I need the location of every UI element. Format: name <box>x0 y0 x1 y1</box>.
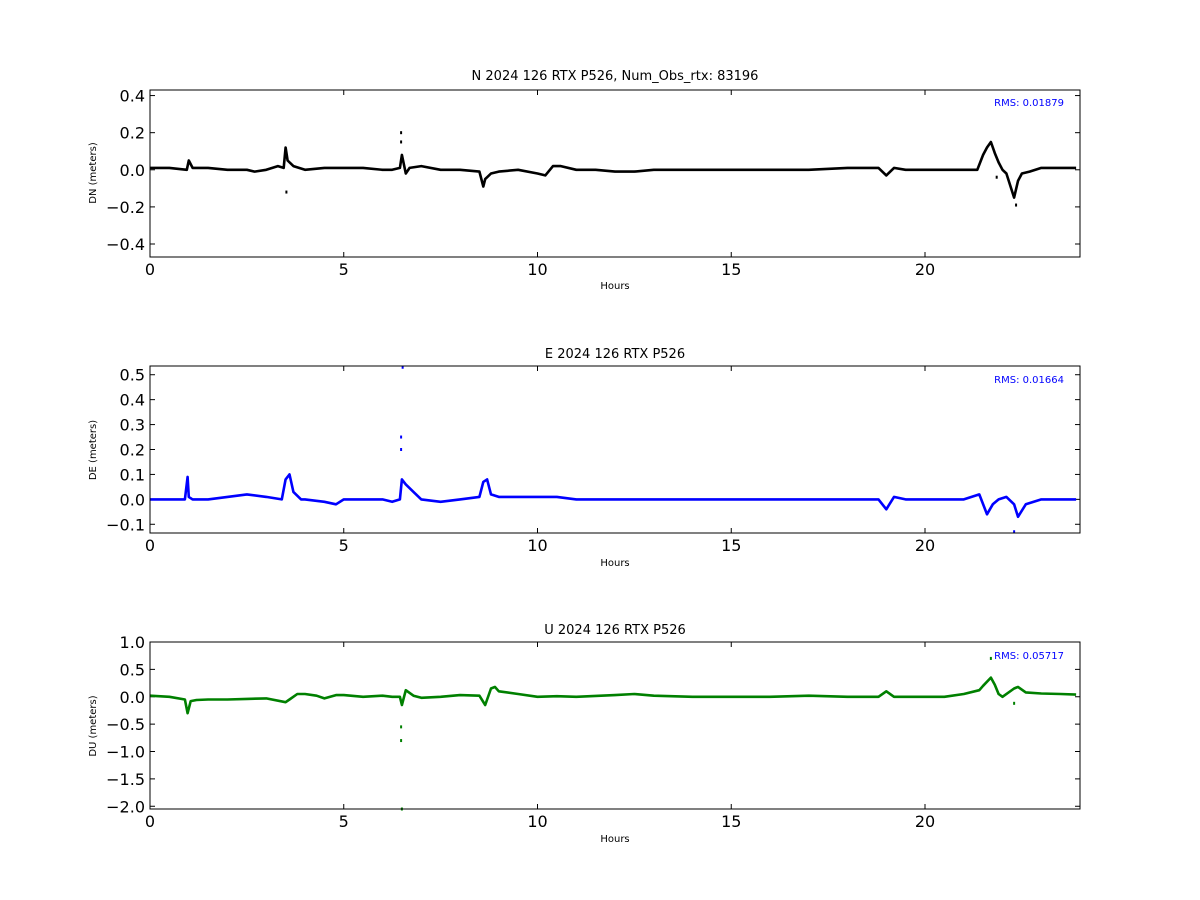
panel-north-xtick-label: 5 <box>339 260 349 279</box>
panel-east-xlabel: Hours <box>600 558 629 569</box>
panel-north-frame <box>149 89 1081 258</box>
panel-up-xtick-label: 20 <box>915 812 935 831</box>
panel-up-xtick-label: 0 <box>145 812 155 831</box>
panel-east-xtick-label: 15 <box>721 536 741 555</box>
panel-east-xtick-label: 0 <box>145 536 155 555</box>
panel-up-rms-label: RMS: 0.05717 <box>994 651 1064 662</box>
panel-north-ylabel: DN (meters) <box>88 142 99 204</box>
panel-up-xtick-label: 15 <box>721 812 741 831</box>
panel-up-xtick-label: 10 <box>527 812 547 831</box>
panel-east-series-line <box>150 473 1077 519</box>
panel-east-frame <box>149 365 1081 534</box>
panel-east-ytick-label: −0.1 <box>106 515 145 534</box>
panel-east-xtick-label: 5 <box>339 536 349 555</box>
panel-north-ticks: 0 5 10 15 20 −0.4 −0.2 0.0 0.2 0.4 <box>106 87 1080 279</box>
panel-up-ytick-label: 0.0 <box>120 688 145 707</box>
panel-north-xtick-label: 20 <box>915 260 935 279</box>
panel-east-outlier-point <box>400 448 403 451</box>
panel-up-title: U 2024 126 RTX P526 <box>544 623 686 638</box>
panel-up-xtick-label: 5 <box>339 812 349 831</box>
panel-east-rms-label: RMS: 0.01664 <box>994 375 1064 386</box>
panel-east-outlier-point <box>1013 530 1016 534</box>
panel-up-ytick-label: −1.5 <box>106 770 145 789</box>
panel-north-xtick-label: 10 <box>527 260 547 279</box>
panel-north-xlabel: Hours <box>600 281 629 292</box>
panel-up-ticks: 0 5 10 15 20 −2.0 −1.5 −1.0 −0.5 0.0 0.5 1.0 <box>106 633 1080 831</box>
panel-up-ytick-label: 0.5 <box>120 660 145 679</box>
panel-north: N 2024 126 RTX P526, Num_Obs_rtx: 83196 … <box>88 69 1081 292</box>
panel-up-outlier-point <box>400 725 403 729</box>
panel-east-xtick-label: 20 <box>915 536 935 555</box>
panel-north-outlier-point <box>995 175 998 179</box>
panel-east-outlier-point <box>401 365 404 369</box>
panel-east-ticks: 0 5 10 15 20 −0.1 0.0 0.1 0.2 0.3 0.4 0.5 <box>106 366 1080 555</box>
panel-east-series <box>150 365 1077 534</box>
panel-east-ytick-label: 0.0 <box>120 490 145 509</box>
panel-north-title: N 2024 126 RTX P526, Num_Obs_rtx: 83196 <box>472 69 759 84</box>
panel-up-outlier-point <box>989 656 992 660</box>
panel-east-ytick-label: 0.5 <box>120 366 145 385</box>
panel-north-ytick-label: −0.2 <box>106 198 145 217</box>
panel-east-outlier-point <box>400 435 403 439</box>
panel-north-ytick-label: 0.2 <box>120 124 145 143</box>
panel-up-outlier-point <box>400 739 403 743</box>
panel-up-ylabel: DU (meters) <box>88 695 99 756</box>
panel-north-xtick-label: 15 <box>721 260 741 279</box>
panel-up-series-line <box>149 676 1077 715</box>
panel-up-ytick-label: −1.0 <box>106 743 145 762</box>
panel-east-xtick-label: 10 <box>527 536 547 555</box>
panel-up-outlier-point <box>1013 701 1016 705</box>
panel-up-ytick-label: 1.0 <box>120 633 145 652</box>
panel-east-ytick-label: 0.3 <box>120 416 145 435</box>
panel-north-outlier-point <box>285 190 288 194</box>
panel-up-ytick-label: −0.5 <box>106 715 145 734</box>
panel-north-xtick-label: 0 <box>145 260 155 279</box>
panel-east-ylabel: DE (meters) <box>88 420 99 480</box>
panel-up-xlabel: Hours <box>600 834 629 845</box>
panel-up-ytick-label: −2.0 <box>106 797 145 816</box>
panel-north-outlier-point <box>1015 203 1018 207</box>
panel-east-ytick-label: 0.4 <box>120 391 145 410</box>
panel-up: U 2024 126 RTX P526 Hours DU (meters) RM… <box>88 623 1081 845</box>
panel-north-outlier-point <box>400 140 403 144</box>
panel-east-title: E 2024 126 RTX P526 <box>545 347 685 362</box>
panel-north-series-line <box>150 140 1077 199</box>
panel-north-series <box>150 131 1077 207</box>
panel-east-ytick-label: 0.1 <box>120 465 145 484</box>
panel-east: E 2024 126 RTX P526 Hours DE (meters) RM… <box>88 347 1081 569</box>
panel-north-ytick-label: −0.4 <box>106 235 145 254</box>
panel-north-rms-label: RMS: 0.01879 <box>994 98 1064 109</box>
panel-north-outlier-point <box>400 131 403 135</box>
panel-north-ytick-label: 0.4 <box>120 87 145 106</box>
panel-east-ytick-label: 0.2 <box>120 441 145 460</box>
panel-north-ytick-label: 0.0 <box>120 161 145 180</box>
panel-up-frame <box>149 641 1081 810</box>
